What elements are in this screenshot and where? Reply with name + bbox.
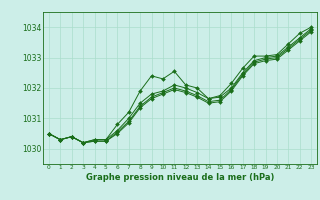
X-axis label: Graphe pression niveau de la mer (hPa): Graphe pression niveau de la mer (hPa) bbox=[86, 173, 274, 182]
